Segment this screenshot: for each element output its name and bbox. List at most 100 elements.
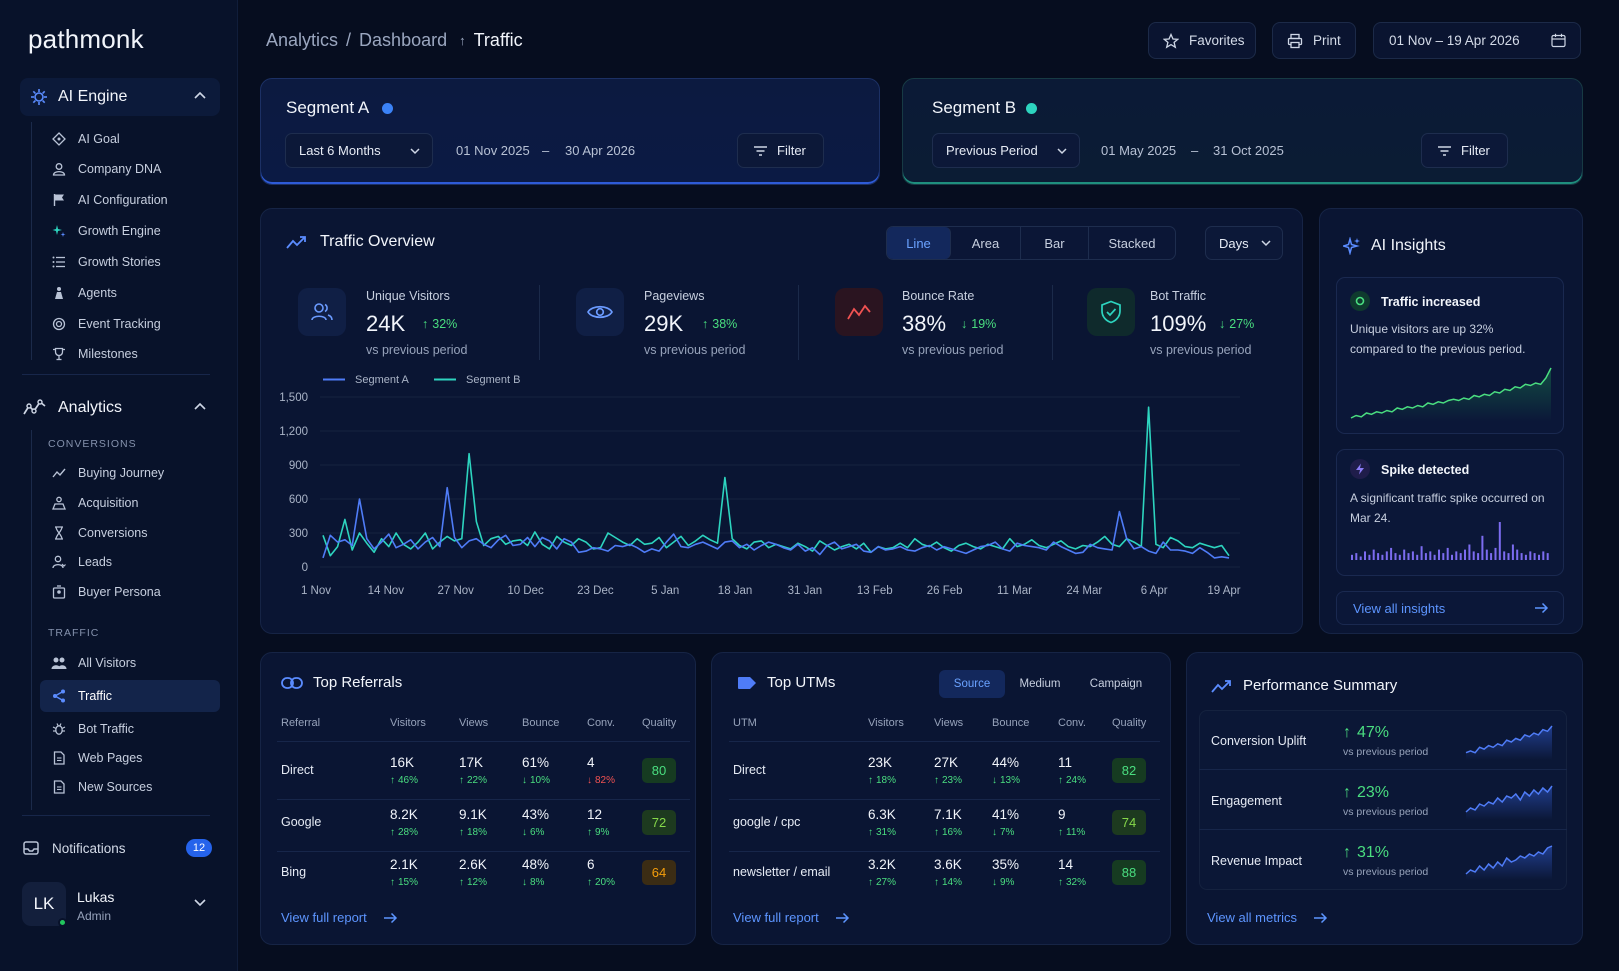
sidebar-item-conversions[interactable]: Conversions: [40, 520, 220, 546]
sidebar-item-label: AI Goal: [78, 132, 120, 146]
tab-stacked[interactable]: Stacked: [1108, 235, 1156, 251]
kpi-label: Pageviews: [644, 289, 705, 303]
sidebar-item-company-dna[interactable]: Company DNA: [40, 156, 220, 182]
segment-b-period-select[interactable]: Previous Period: [932, 133, 1080, 168]
sidebar-item-growth-engine[interactable]: Growth Engine: [40, 218, 220, 244]
segment-a-end-date[interactable]: 30 Apr 2026: [565, 143, 636, 158]
sidebar-item-buyer-persona[interactable]: Buyer Persona: [40, 579, 220, 605]
filter-icon: [753, 145, 768, 157]
sidebar-item-traffic[interactable]: Traffic: [40, 680, 220, 712]
column-header[interactable]: Conv.: [1058, 717, 1086, 729]
sidebar-item-bot-traffic[interactable]: Bot Traffic: [40, 716, 220, 742]
column-header[interactable]: Quality: [642, 717, 677, 729]
legend-label[interactable]: Segment B: [466, 375, 520, 386]
series-line-segment-a[interactable]: [322, 486, 1230, 559]
app-logo[interactable]: pathmonk: [28, 24, 144, 54]
tab-line[interactable]: Line: [887, 227, 951, 259]
users-icon: [50, 656, 68, 670]
view-all-metrics-link[interactable]: View all metrics: [1207, 910, 1328, 925]
favorites-button[interactable]: Favorites: [1148, 22, 1256, 59]
column-header[interactable]: Bounce: [522, 717, 560, 729]
kpi-subtext: vs previous period: [644, 343, 746, 357]
tab-campaign[interactable]: Campaign: [1089, 678, 1143, 690]
star-icon: [1163, 32, 1179, 49]
spike-bar: [1416, 554, 1419, 560]
segment-b-end-date[interactable]: 31 Oct 2025: [1213, 143, 1284, 158]
agent-icon: [50, 286, 68, 300]
tab-medium[interactable]: Medium: [1019, 678, 1061, 690]
segment-b-start-date[interactable]: 01 May 2025: [1101, 143, 1177, 158]
legend-label[interactable]: Segment A: [355, 375, 409, 386]
tab-bar[interactable]: Bar: [1021, 227, 1089, 259]
notifications-item[interactable]: Notifications 12: [22, 836, 212, 860]
sidebar-item-new-sources[interactable]: New Sources: [40, 774, 220, 800]
column-header[interactable]: Views: [459, 717, 489, 729]
column-header[interactable]: Conv.: [587, 717, 615, 729]
top-referrals-title: Top Referrals: [281, 674, 402, 691]
segment-a-period-select[interactable]: Last 6 Months: [285, 133, 433, 168]
kpi-label: Bounce Rate: [902, 289, 975, 303]
sparkline-line: [1465, 785, 1553, 813]
row-divider: [729, 799, 1160, 800]
view-all-insights-button[interactable]: View all insights: [1336, 591, 1564, 625]
performance-row[interactable]: Revenue Impact ↑ 31% vs previous period: [1199, 832, 1567, 890]
sidebar-item-acquisition[interactable]: Acquisition: [40, 490, 220, 516]
tab-source[interactable]: Source: [939, 670, 1005, 698]
tab-area[interactable]: Area: [951, 227, 1021, 259]
section-ai-engine[interactable]: AI Engine: [20, 78, 220, 116]
granularity-select[interactable]: Days: [1205, 226, 1283, 260]
row-name: Bing: [281, 865, 307, 879]
sidebar-item-all-visitors[interactable]: All Visitors: [40, 650, 220, 676]
referrals-view-full-report-link[interactable]: View full report: [281, 910, 398, 925]
print-button[interactable]: Print: [1272, 22, 1356, 59]
sidebar-item-buying-journey[interactable]: Buying Journey: [40, 460, 220, 486]
metric-label: Conversion Uplift: [1211, 734, 1307, 748]
segment-a-filter-button[interactable]: Filter: [737, 133, 824, 168]
date-range-picker[interactable]: 01 Nov – 19 Apr 2026: [1373, 22, 1581, 59]
traffic-line-chart[interactable]: 1,500 1,200 900 600 300 0 1 Nov 14 Nov 27 Nov 10 …: [270, 375, 1290, 625]
column-header[interactable]: Referral: [281, 717, 321, 729]
column-header[interactable]: Views: [934, 717, 964, 729]
kpi-label: Unique Visitors: [366, 289, 450, 303]
sidebar-item-agents[interactable]: Agents: [40, 280, 220, 306]
segment-a-start-date[interactable]: 01 Nov 2025: [456, 143, 530, 158]
section-analytics[interactable]: Analytics: [20, 389, 220, 427]
sidebar-item-growth-stories[interactable]: Growth Stories: [40, 249, 220, 275]
chevron-up-icon[interactable]: [194, 91, 206, 99]
metric-subtext: vs previous period: [1343, 866, 1429, 878]
cell-delta: ↑ 31%: [868, 827, 896, 838]
delta-value: 7%: [1000, 827, 1015, 838]
link-label: View all insights: [1353, 601, 1446, 616]
page-icon: [50, 780, 68, 794]
column-header[interactable]: Quality: [1112, 717, 1147, 729]
performance-row[interactable]: Conversion Uplift ↑ 47% vs previous period: [1199, 712, 1567, 770]
column-header[interactable]: UTM: [733, 717, 757, 729]
column-header[interactable]: Visitors: [868, 717, 904, 729]
cell-views: 9.1K: [459, 807, 487, 822]
performance-row[interactable]: Engagement ↑ 23% vs previous period: [1199, 772, 1567, 830]
sidebar-item-leads[interactable]: Leads: [40, 549, 220, 575]
column-header[interactable]: Bounce: [992, 717, 1030, 729]
sparkle-icon: [50, 224, 68, 238]
breadcrumb-dashboard[interactable]: Dashboard: [359, 30, 448, 50]
metric-value-text: 47%: [1357, 724, 1390, 741]
arrow-up-icon: ↑: [587, 877, 592, 888]
sidebar-item-web-pages[interactable]: Web Pages: [40, 745, 220, 771]
segment-b-filter-button[interactable]: Filter: [1421, 133, 1508, 168]
kpi-divider: [539, 285, 540, 360]
sidebar-item-event-tracking[interactable]: Event Tracking: [40, 311, 220, 337]
breadcrumb-analytics[interactable]: Analytics: [266, 30, 339, 50]
arrow-right-icon: [835, 912, 850, 924]
chevron-down-icon[interactable]: [194, 899, 206, 907]
metric-value: ↑ 47%: [1343, 724, 1389, 742]
spike-bar: [1533, 553, 1536, 560]
chevron-up-icon[interactable]: [194, 402, 206, 410]
column-header[interactable]: Visitors: [390, 717, 426, 729]
sidebar-item-ai-goal[interactable]: AI Goal: [40, 126, 220, 152]
section-label: Analytics: [58, 399, 123, 416]
sidebar-item-milestones[interactable]: Milestones: [40, 341, 220, 367]
cell-views: 27K: [934, 755, 959, 770]
sidebar-item-ai-configuration[interactable]: AI Configuration: [40, 187, 220, 213]
delta-value: 16%: [942, 827, 963, 838]
utms-view-full-report-link[interactable]: View full report: [733, 910, 850, 925]
